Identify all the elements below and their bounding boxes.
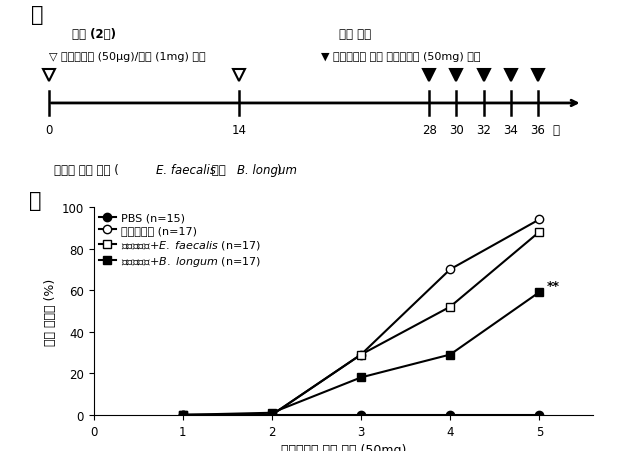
Text: 감작 (2회): 감작 (2회) (72, 28, 116, 41)
Text: 28: 28 (422, 124, 437, 137)
Text: 34: 34 (504, 124, 518, 137)
Text: 30: 30 (449, 124, 464, 137)
Text: 가: 가 (31, 5, 44, 24)
Text: 32: 32 (476, 124, 491, 137)
Text: 급여 시험: 급여 시험 (339, 28, 371, 41)
Text: 나: 나 (29, 191, 41, 211)
Text: 일: 일 (552, 124, 560, 137)
Text: ): ) (276, 163, 281, 176)
Text: **: ** (547, 280, 560, 293)
Text: 또는: 또는 (208, 163, 230, 176)
Text: ▼ 생리식염수 또는 오브알부민 (50mg) 급여: ▼ 생리식염수 또는 오브알부민 (50mg) 급여 (321, 52, 481, 62)
Text: 0: 0 (45, 124, 52, 137)
Legend: PBS (n=15), 오브알부민 (n=17), 오브알부민+$\it{E.\ faecalis}$ (n=17), 오브알부민+$\it{B.\ longu: PBS (n=15), 오브알부민 (n=17), 오브알부민+$\it{E.\… (99, 213, 261, 268)
Text: ▽ 오브알부민 (50μg)/명반 (1mg) 주사: ▽ 오브알부민 (50μg)/명반 (1mg) 주사 (49, 52, 205, 62)
X-axis label: 오브알부민 급여 횟수 (50mg): 오브알부민 급여 횟수 (50mg) (281, 443, 406, 451)
Text: B. longum: B. longum (237, 163, 297, 176)
Text: 유산균 매일 급여 (: 유산균 매일 급여 ( (54, 163, 119, 176)
Text: 14: 14 (232, 124, 246, 137)
Text: E. faecalis: E. faecalis (156, 163, 216, 176)
Y-axis label: 설사 발현율 (%): 설사 발현율 (%) (44, 278, 57, 345)
Text: 36: 36 (530, 124, 545, 137)
